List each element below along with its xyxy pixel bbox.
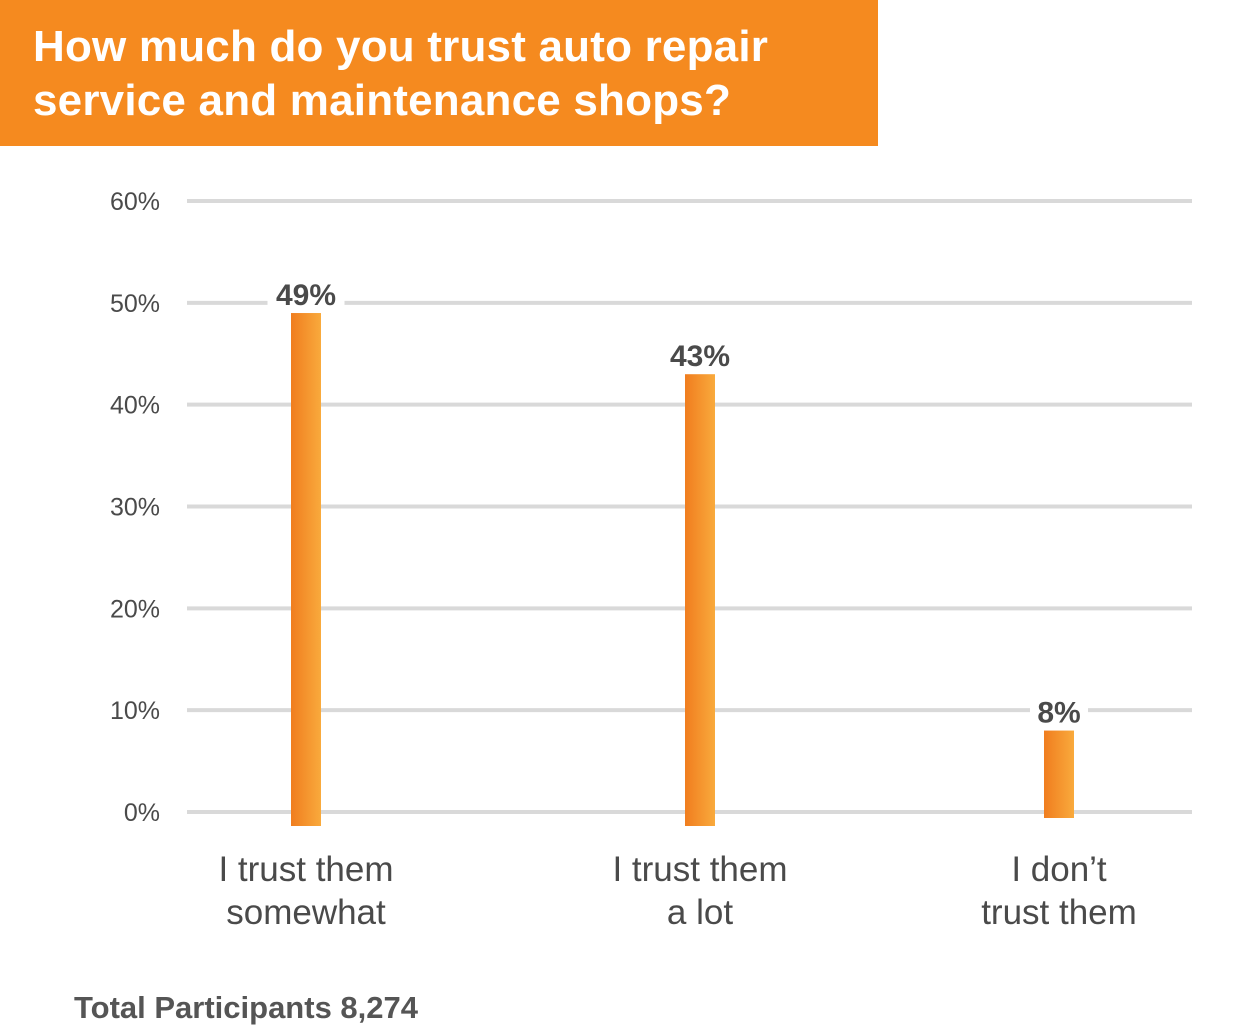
category-label: I trust them — [218, 850, 393, 889]
y-tick-label: 30% — [110, 494, 160, 522]
bar — [291, 313, 321, 826]
y-axis-ticks: 0% 10% 20% 30% 40% 50% 60% — [110, 188, 160, 827]
bar — [1044, 730, 1074, 818]
bars — [291, 313, 1074, 826]
bar — [685, 374, 715, 826]
data-label-backdrop — [1030, 690, 1088, 731]
data-label-backdrop — [267, 273, 345, 314]
total-participants: Total Participants 8,274 — [74, 990, 418, 1025]
y-tick-label: 50% — [110, 290, 160, 318]
chart-title-line-1: How much do you trust auto repair — [33, 22, 769, 71]
data-label: 8% — [1037, 697, 1080, 730]
category-label: trust them — [981, 893, 1137, 932]
chart-title-line-2: service and maintenance shops? — [33, 76, 732, 125]
data-label-backdrop — [661, 334, 739, 375]
y-tick-label: 60% — [110, 188, 160, 216]
y-tick-label: 20% — [110, 595, 160, 623]
y-tick-label: 10% — [110, 697, 160, 725]
data-labels: 49% 43% 8% — [267, 273, 1088, 731]
y-tick-label: 0% — [124, 799, 160, 827]
data-label: 43% — [670, 340, 730, 373]
title-banner: How much do you trust auto repair servic… — [0, 0, 878, 146]
data-label: 49% — [276, 279, 336, 312]
y-tick-label: 40% — [110, 392, 160, 420]
category-label: a lot — [667, 893, 733, 932]
category-label: somewhat — [226, 893, 386, 932]
category-label: I trust them — [612, 850, 787, 889]
category-labels: I trust them somewhat I trust them a lot I d… — [218, 850, 1136, 932]
category-label: I don’t — [1011, 850, 1107, 889]
